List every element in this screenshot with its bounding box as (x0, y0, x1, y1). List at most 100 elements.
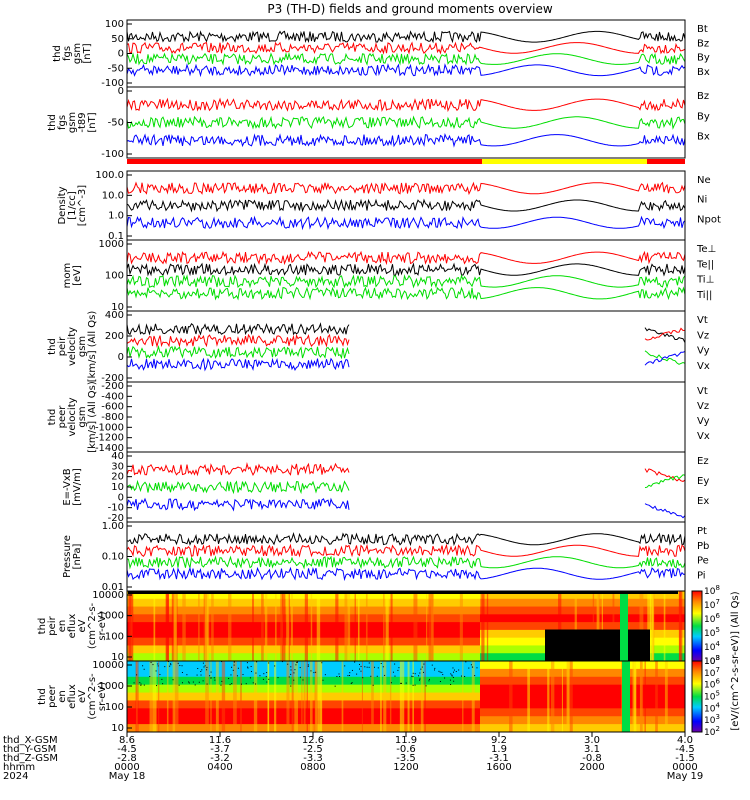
heatmap-no-data (545, 629, 650, 661)
x-tick-label: -2.8 (117, 753, 137, 764)
heatmap-stripe (601, 591, 603, 661)
heatmap-dot (202, 680, 204, 682)
heatmap-dot (354, 661, 356, 663)
heatmap-dot (274, 665, 276, 667)
heatmap-dot (177, 662, 179, 664)
legend-pb: Pb (697, 541, 709, 552)
x-tick-label: -3.5 (396, 753, 416, 764)
heatmap-dot (206, 683, 208, 685)
heatmap-dot (349, 672, 351, 674)
heatmap-dot (209, 675, 211, 677)
x-tick-label: 1.9 (491, 744, 507, 755)
heatmap-band (127, 606, 480, 616)
y-tick-label: 0.1 (108, 231, 124, 242)
legend-bt: Bt (697, 24, 708, 35)
heatmap-stripe (649, 591, 654, 661)
heatmap-stripe (275, 591, 277, 661)
heatmap-stripe (574, 591, 577, 661)
heatmap-band (480, 700, 685, 710)
heatmap-dot (188, 681, 190, 683)
heatmap-dot (358, 663, 360, 665)
panel-vel_peir: 400 200 0 -200 thd peir velocity gsm [km/s] (All… (47, 310, 710, 384)
y-tick-label: -100 (101, 149, 124, 160)
heatmap-stripe (158, 661, 160, 732)
heatmap-stripe (486, 591, 489, 661)
heatmap-stripe (428, 591, 431, 661)
x-tick-label: 0400 (207, 762, 232, 773)
heatmap-dot (384, 674, 386, 676)
series-npot (127, 215, 685, 231)
heatmap-band (127, 598, 480, 608)
legend-vz: Vz (697, 330, 709, 341)
heatmap-dot (351, 669, 353, 671)
heatmap-dot (233, 664, 235, 666)
series-ti (127, 286, 685, 301)
x-row-label: hhmm (3, 762, 35, 773)
heatmap-dot (186, 674, 188, 676)
y-tick-label: 50 (111, 34, 124, 45)
y-tick-label: 400 (105, 310, 124, 321)
heatmap-dot (451, 674, 453, 676)
panel-frame (126, 521, 686, 592)
heatmap-dot (202, 662, 204, 664)
x-row-label: thd_X-GSM (3, 735, 58, 746)
x-tick-label: 0000 (672, 762, 697, 773)
heatmap-dot (263, 673, 265, 675)
heatmap-dot (338, 673, 340, 675)
series-pe (127, 555, 685, 570)
heatmap-band (127, 653, 480, 661)
heatmap-dot (181, 671, 183, 673)
heatmap-dot (194, 684, 196, 686)
heatmap-dot (421, 666, 423, 668)
y-axis-label: gsm (77, 336, 88, 357)
mode-bar-burst (647, 159, 685, 164)
heatmap-stripe (412, 661, 414, 732)
y-axis-label: en (57, 620, 68, 633)
panel-data-density (127, 181, 685, 231)
heatmap-dot (405, 682, 407, 684)
x-row-label: 2024 (3, 771, 28, 782)
y-axis-label: eflux (67, 684, 78, 709)
y-tick-label: 10 (111, 482, 124, 493)
panel-frame (126, 86, 686, 159)
heatmap-dot (419, 679, 421, 681)
heatmap-dot (221, 680, 223, 682)
heatmap-dot (412, 676, 414, 678)
series-bz (127, 97, 685, 113)
y-tick-label: 10.0 (102, 190, 124, 201)
series-by (127, 115, 685, 130)
heatmap-dot (140, 684, 142, 686)
y-tick-label: 10000 (92, 660, 124, 671)
heatmap-dot (156, 685, 158, 687)
panel-data-pressure (127, 531, 685, 582)
heatmap-band (127, 661, 480, 670)
heatmap-stripe (361, 661, 363, 732)
y-axis-label: fgs (57, 115, 68, 130)
heatmap-dot (170, 664, 172, 666)
heatmap-stripe (135, 661, 137, 732)
heatmap-dot (474, 675, 476, 677)
heatmap-stripe (137, 661, 139, 732)
legend-pe: Pe (697, 556, 709, 567)
heatmap-dot (167, 661, 169, 663)
series-bz (127, 41, 685, 55)
heatmap-dot (362, 677, 364, 679)
heatmap-band (127, 645, 480, 655)
heatmap-dot (450, 683, 452, 685)
heatmap-stripe (306, 661, 308, 732)
y-tick-label: 0 (118, 49, 124, 60)
y-axis-label: [km/s] (All Qs) (87, 311, 98, 383)
heatmap-stripe (264, 591, 268, 661)
heatmap-dot (287, 663, 289, 665)
heatmap-stripe (620, 591, 628, 661)
heatmap-stripe (152, 661, 157, 732)
heatmap-stripe (252, 591, 254, 661)
heatmap-dot (162, 683, 164, 685)
heatmap-stripe (481, 591, 485, 661)
x-row-label: thd_Z-GSM (3, 753, 58, 764)
heatmap-band (480, 668, 685, 678)
y-tick-label: 0 (118, 86, 124, 97)
heatmap-band (127, 614, 480, 624)
